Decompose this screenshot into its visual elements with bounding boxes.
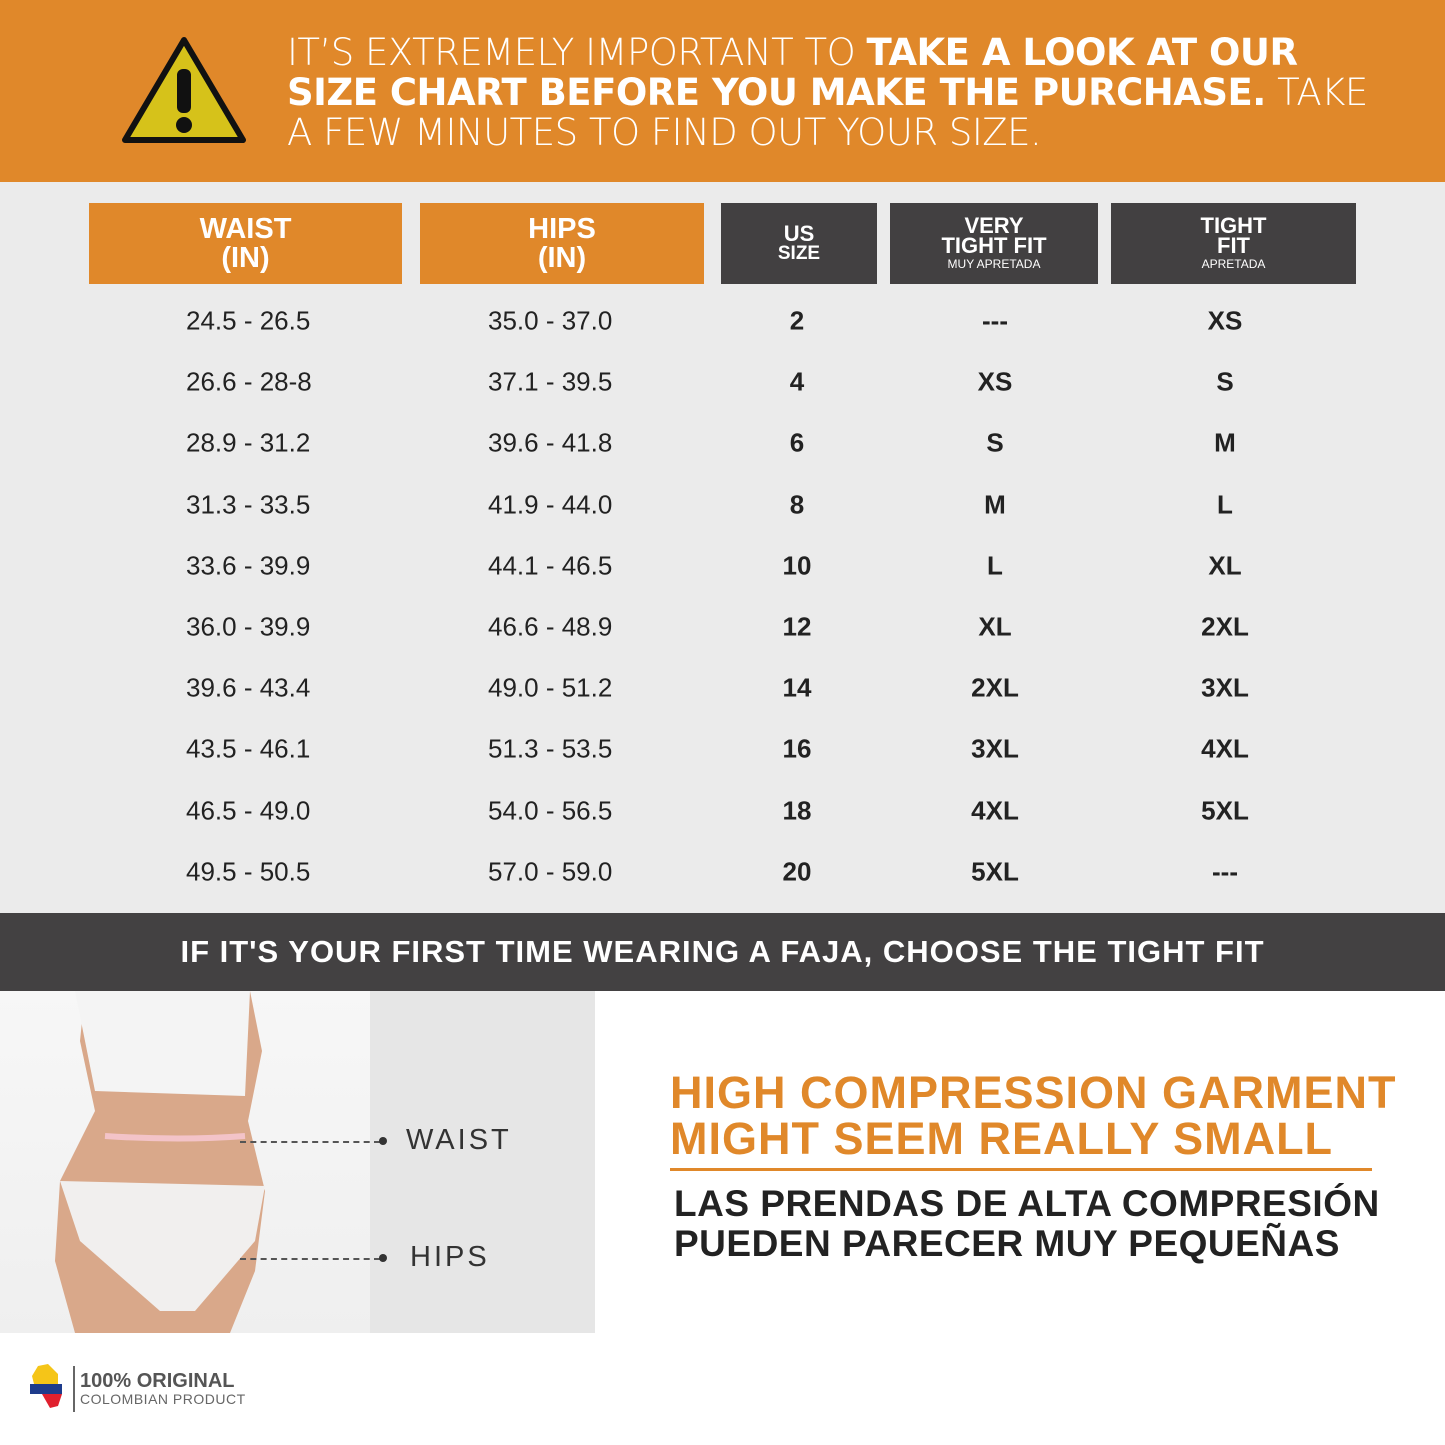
cell-waist: 26.6 - 28-8 [186,366,312,397]
original-label: 100% ORIGINAL [80,1370,235,1392]
cell-us-size: 8 [789,489,805,520]
cell-tight-fit: 4XL [1201,733,1249,764]
cell-us-size: 4 [789,366,805,397]
header-very-tight-fit: VERY TIGHT FIT MUY APRETADA [890,203,1098,284]
cell-tight-fit: M [1214,427,1236,458]
cell-very-tight-fit: 4XL [971,795,1019,826]
banner-text: IT’S EXTREMELY IMPORTANT TO TAKE A LOOK … [287,31,1368,154]
warning-banner: IT’S EXTREMELY IMPORTANT TO TAKE A LOOK … [0,0,1445,182]
cell-hips: 44.1 - 46.5 [488,550,613,581]
cell-very-tight-fit: M [984,489,1006,520]
cell-tight-fit: 3XL [1201,672,1249,703]
cell-us-size: 14 [782,672,812,703]
cell-hips: 35.0 - 37.0 [488,305,613,336]
cell-us-size: 12 [782,611,812,642]
hips-line [240,1258,380,1260]
cell-tight-fit: 5XL [1201,795,1249,826]
cell-tight-fit: XS [1207,305,1243,336]
cell-hips: 37.1 - 39.5 [488,366,613,397]
cell-waist: 36.0 - 39.9 [186,611,311,642]
first-time-note: IF IT'S YOUR FIRST TIME WEARING A FAJA, … [0,913,1445,991]
header-tight-fit: TIGHT FIT APRETADA [1111,203,1356,284]
cell-us-size: 20 [782,856,812,887]
compression-warning-es: LAS PRENDAS DE ALTA COMPRESIÓN PUEDEN PAR… [674,1183,1380,1264]
cell-waist: 46.5 - 49.0 [186,795,311,826]
cell-waist: 49.5 - 50.5 [186,856,311,887]
logo-divider [73,1366,75,1412]
waist-line [240,1141,380,1143]
cell-us-size: 6 [789,427,805,458]
waist-dot [379,1137,387,1145]
cell-hips: 49.0 - 51.2 [488,672,613,703]
cell-tight-fit: 2XL [1201,611,1249,642]
hips-label: HIPS [410,1241,490,1273]
cell-waist: 28.9 - 31.2 [186,427,311,458]
divider [670,1168,1372,1171]
colombia-flag-map-icon [30,1364,62,1408]
model-photo [0,991,370,1333]
warning-icon [122,37,246,143]
cell-very-tight-fit: --- [982,305,1008,336]
cell-very-tight-fit: 5XL [971,856,1019,887]
header-waist: WAIST (IN) [89,203,402,284]
cell-hips: 41.9 - 44.0 [488,489,613,520]
header-us-size: US SIZE [721,203,877,284]
hips-dot [379,1254,387,1262]
cell-tight-fit: L [1217,489,1233,520]
size-table [0,182,1445,913]
cell-waist: 33.6 - 39.9 [186,550,311,581]
cell-hips: 57.0 - 59.0 [488,856,613,887]
cell-hips: 39.6 - 41.8 [488,427,613,458]
cell-hips: 46.6 - 48.9 [488,611,613,642]
cell-very-tight-fit: 3XL [971,733,1019,764]
cell-us-size: 2 [789,305,805,336]
cell-hips: 51.3 - 53.5 [488,733,613,764]
cell-us-size: 16 [782,733,812,764]
colombian-product-label: COLOMBIAN PRODUCT [80,1391,246,1407]
waist-label: WAIST [406,1124,512,1156]
cell-waist: 31.3 - 33.5 [186,489,311,520]
cell-very-tight-fit: XL [978,611,1012,642]
cell-waist: 24.5 - 26.5 [186,305,311,336]
cell-tight-fit: XL [1208,550,1242,581]
measure-panel [370,991,595,1333]
cell-tight-fit: --- [1212,856,1238,887]
cell-us-size: 10 [782,550,812,581]
cell-very-tight-fit: L [987,550,1003,581]
cell-tight-fit: S [1216,366,1234,397]
cell-us-size: 18 [782,795,812,826]
cell-very-tight-fit: S [986,427,1004,458]
cell-very-tight-fit: 2XL [971,672,1019,703]
cell-hips: 54.0 - 56.5 [488,795,613,826]
cell-waist: 43.5 - 46.1 [186,733,311,764]
compression-warning-en: HIGH COMPRESSION GARMENT MIGHT SEEM REALL… [670,1067,1397,1164]
cell-very-tight-fit: XS [977,366,1013,397]
header-hips: HIPS (IN) [420,203,704,284]
cell-waist: 39.6 - 43.4 [186,672,311,703]
